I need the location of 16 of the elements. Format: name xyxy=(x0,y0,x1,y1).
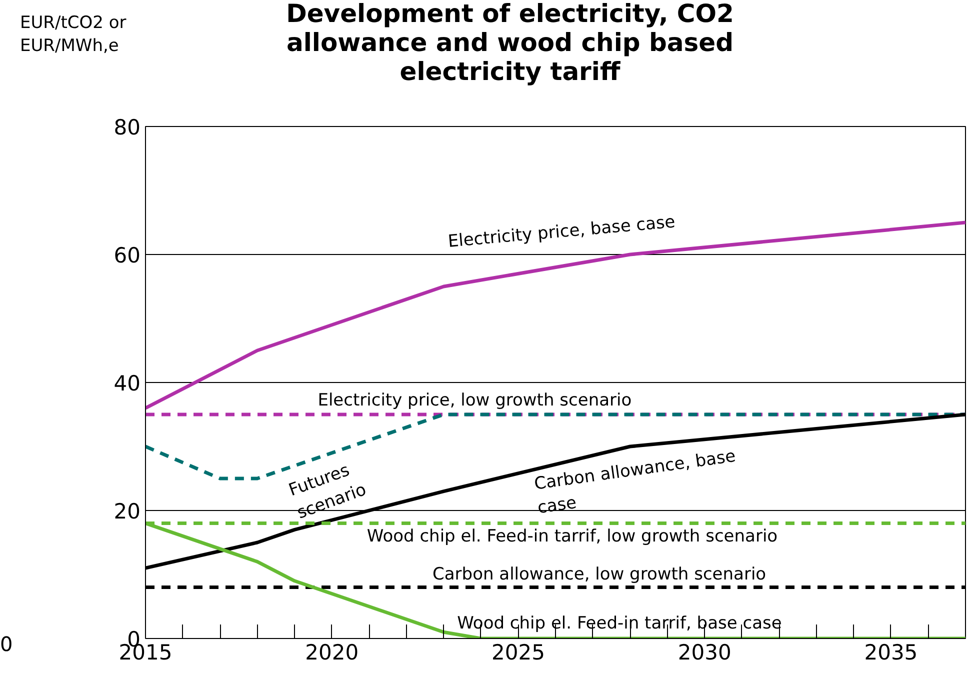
annotation: Wood chip el. Feed-in tarrif, low growth scenario xyxy=(366,526,778,546)
annotation: Wood chip el. Feed-in tarrif, base case xyxy=(457,613,782,634)
y-axis-title: EUR/tCO2 or EUR/MWh,e xyxy=(20,12,126,58)
text: 0 xyxy=(0,631,13,658)
x-tick-label: 2025 xyxy=(492,640,545,664)
x-tick-label: 2020 xyxy=(305,640,359,664)
x-tick-label: 2035 xyxy=(864,640,918,664)
y-tick-label: 20 xyxy=(114,500,141,524)
chart-title: Development of electricity, CO2 allowance and wood chip based electricity tariff xyxy=(286,0,734,86)
y-tick-label: 80 xyxy=(114,116,141,140)
annotation: Carbon allowance, low growth scenario xyxy=(432,564,766,585)
y-tick-label: 60 xyxy=(114,244,141,268)
x-tick-label: 2030 xyxy=(678,640,732,664)
annotation: Electricity price, low growth scenario xyxy=(318,390,632,411)
y-tick-label: 40 xyxy=(114,372,141,396)
annotation: Electricity price, base case xyxy=(447,212,676,252)
